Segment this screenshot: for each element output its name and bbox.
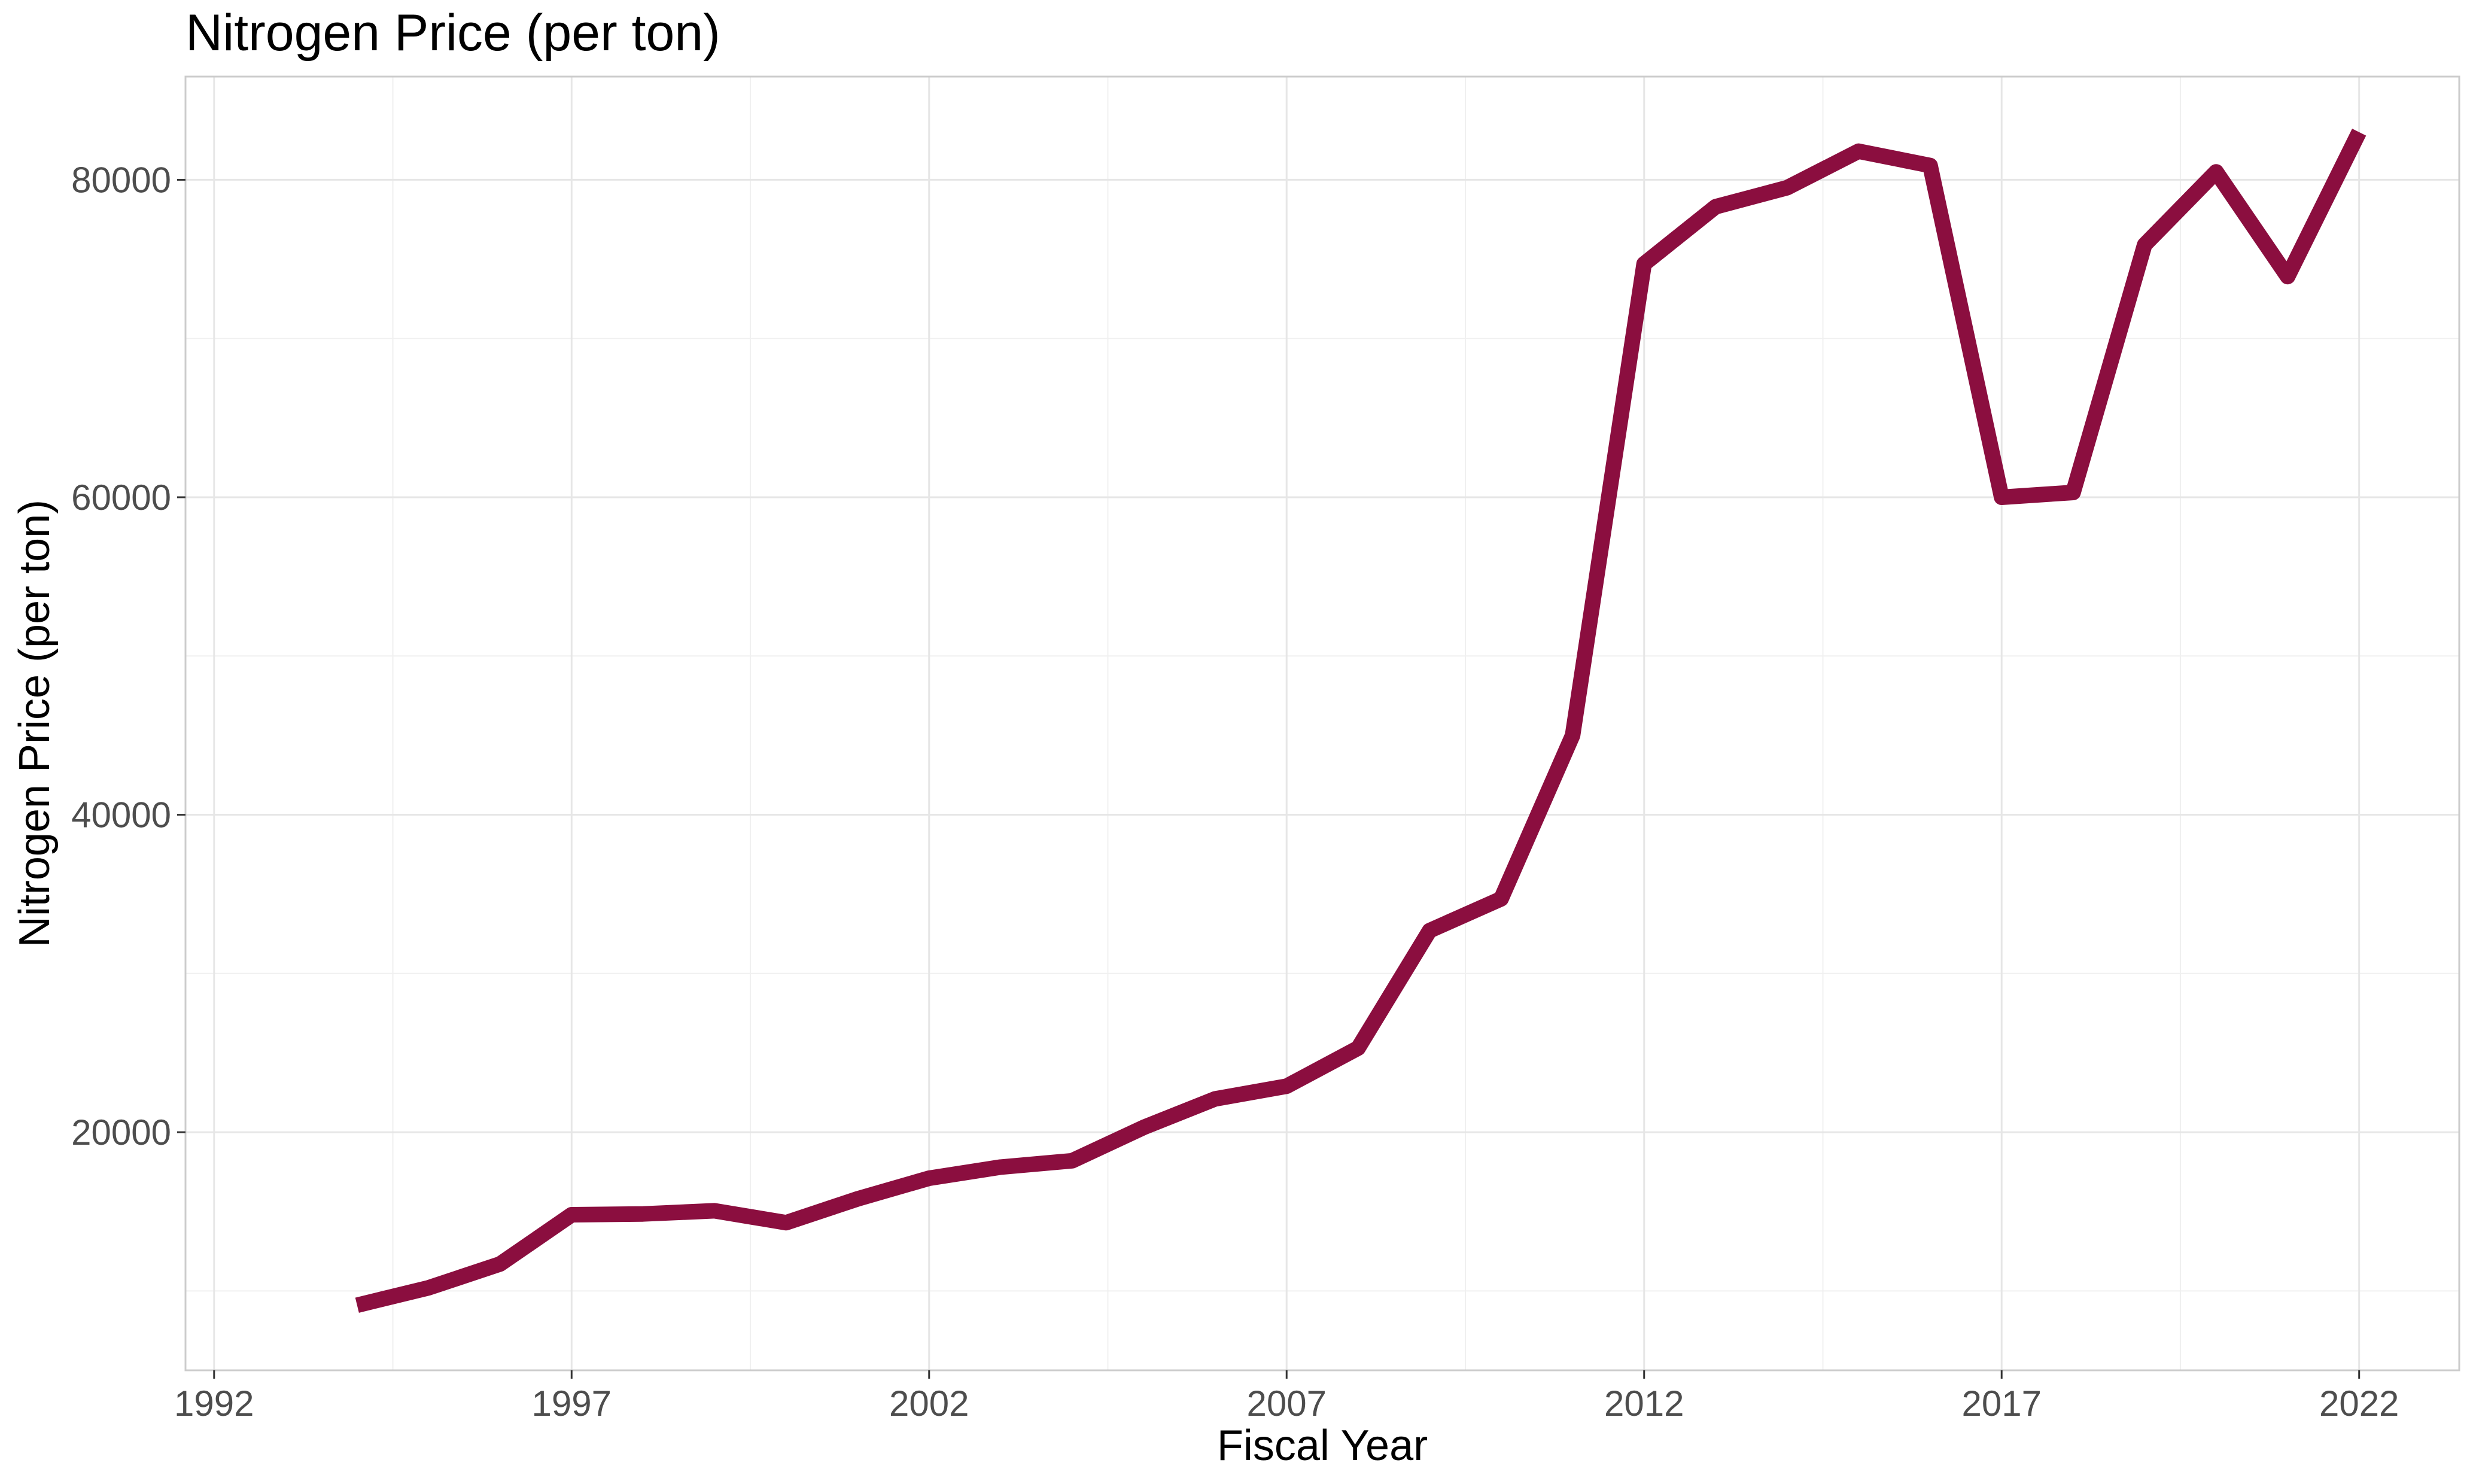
series-line (355, 129, 2366, 1313)
x-tick-label: 2007 (1247, 1383, 1327, 1424)
x-tick-label: 2022 (2319, 1383, 2399, 1424)
x-tick-label: 2002 (889, 1383, 969, 1424)
y-tick-label: 40000 (71, 795, 171, 835)
x-axis-title: Fiscal Year (1217, 1422, 1428, 1470)
chart-title: Nitrogen Price (per ton) (185, 4, 720, 62)
major-gridlines (185, 77, 2459, 1370)
y-tick-label: 20000 (71, 1112, 171, 1152)
x-tick-label: 2012 (1604, 1383, 1684, 1424)
series-layer (355, 129, 2366, 1313)
y-axis-title: Nitrogen Price (per ton) (11, 500, 59, 947)
x-tick-label: 1992 (174, 1383, 254, 1424)
x-tick-label: 1997 (532, 1383, 612, 1424)
minor-gridlines (185, 77, 2459, 1370)
y-tick-label: 60000 (71, 478, 171, 518)
x-axis: 1992 1997 2002 2007 2012 2017 2022 (174, 1370, 2399, 1424)
y-axis: 20000 40000 60000 80000 (71, 160, 185, 1152)
plot-panel-border (184, 75, 2460, 1372)
y-tick-label: 80000 (71, 160, 171, 200)
x-tick-label: 2017 (1961, 1383, 2041, 1424)
